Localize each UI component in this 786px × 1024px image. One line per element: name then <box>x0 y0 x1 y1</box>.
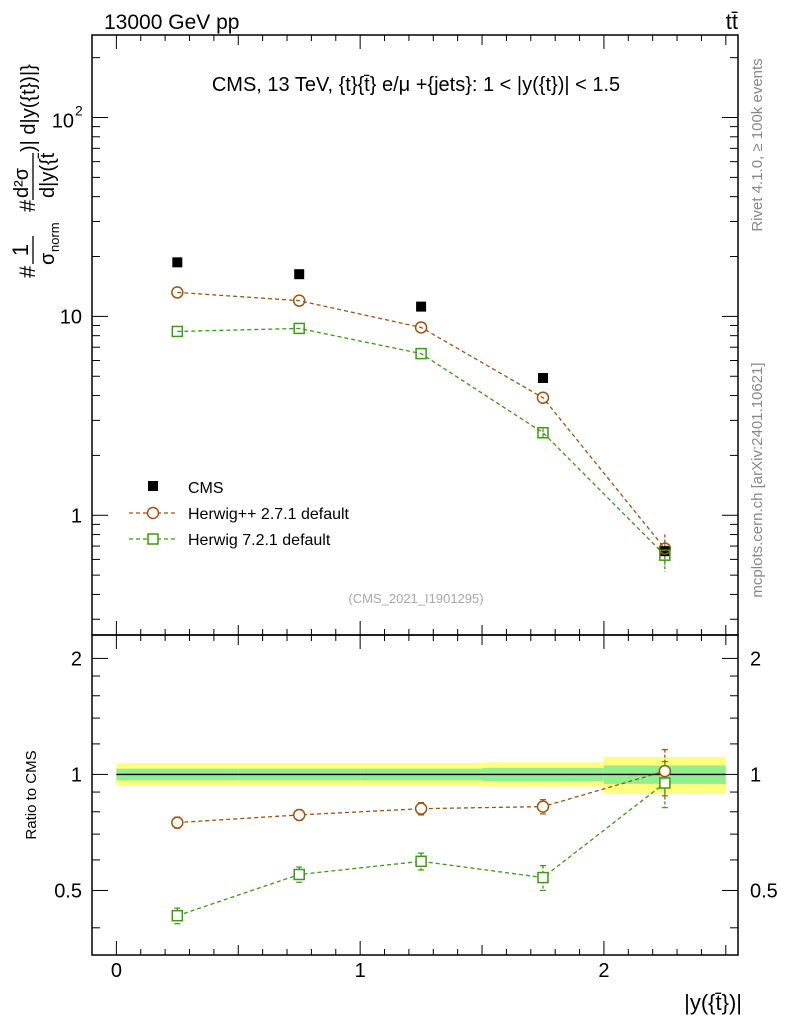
main-point-herwigpp <box>414 321 428 334</box>
main-y-tick-label-1: 1 <box>71 505 82 527</box>
ylabel-hash-1: # <box>15 265 40 278</box>
ratio-frame <box>91 634 739 956</box>
legend-herwigpp-label: Herwig++ 2.7.1 default <box>188 506 350 523</box>
rivet-version-label: Rivet 4.1.0, ≥ 100k events <box>749 58 766 231</box>
ratio-point-herwig7 <box>293 868 305 881</box>
ratio-series-line-0 <box>177 770 666 824</box>
main-point-herwigpp <box>171 286 184 299</box>
ratio-x-tick-label: 2 <box>598 960 609 982</box>
ylabel-one: 1 <box>8 244 33 256</box>
main-point-herwig7 <box>293 322 305 335</box>
main-plot-content <box>171 257 672 572</box>
ratio-plot-content <box>116 748 726 925</box>
main-series-line-1 <box>177 291 666 549</box>
ratio-point-herwigpp <box>171 816 184 829</box>
ratio-y-tick-label-right: 2 <box>750 648 761 670</box>
header-process-label: tt̄ <box>726 9 738 34</box>
ratio-point-herwig7 <box>171 909 184 922</box>
legend-herwig7-marker <box>147 533 159 545</box>
ratio-y-tick-label-right: 0.5 <box>750 880 778 902</box>
main-y-axis-label: # 1 σ norm # d²σ d|y({t̄ )| d|y({t})|} <box>8 64 62 278</box>
ylabel-d2sigma: d²σ <box>11 167 33 198</box>
ratio-x-axis-label: |y({t̄})| <box>684 990 742 1015</box>
main-point-herwigpp <box>292 294 306 307</box>
main-point-herwigpp <box>536 391 550 404</box>
ratio-x-tick-label: 0 <box>111 960 122 982</box>
header-energy-label: 13000 GeV pp <box>104 11 239 34</box>
mcplots-reference-label: mcplots.cern.ch [arXiv:2401.10621] <box>749 362 766 597</box>
ratio-point-herwigpp <box>536 800 550 813</box>
ylabel-denominator: d|y({t̄ <box>37 152 59 198</box>
main-point-cms <box>537 373 548 384</box>
main-point-herwig7 <box>537 426 549 439</box>
main-point-cms <box>172 257 183 268</box>
ratio-y-tick-label-left: 1 <box>71 764 82 786</box>
main-point-herwigpp <box>658 542 672 555</box>
main-title: CMS, 13 TeV, {t}{t̄} e/μ +{jets}: 1 < |y… <box>212 74 620 96</box>
ratio-point-herwig7 <box>659 777 671 789</box>
ylabel-tail: )| d|y({t})|} <box>18 64 40 152</box>
ratio-y-axis-label: Ratio to CMS <box>23 750 40 839</box>
main-point-cms <box>659 546 670 557</box>
ratio-axis-ticks: 0.5 0.5 1 1 2 2 0 1 2 <box>54 635 778 982</box>
ratio-point-herwig7 <box>415 855 427 868</box>
legend-herwigpp-marker <box>146 506 160 520</box>
main-point-herwig7 <box>171 325 184 338</box>
ratio-y-tick-label-right: 1 <box>750 764 761 786</box>
main-y-tick-label-100: 10 <box>52 111 74 133</box>
analysis-watermark: (CMS_2021_I1901295) <box>348 591 483 606</box>
legend-cms-marker <box>148 481 158 491</box>
main-point-herwig7 <box>659 549 671 561</box>
ratio-point-herwigpp <box>292 808 306 822</box>
legend-cms-label: CMS <box>188 480 224 497</box>
legend-herwig7-label: Herwig 7.2.1 default <box>188 532 331 549</box>
ratio-point-herwig7 <box>537 871 549 884</box>
main-point-herwig7 <box>415 347 427 360</box>
ratio-panel: 0.5 0.5 1 1 2 2 0 1 2 Ratio to CMS |y({t̄})| <box>23 634 778 1015</box>
ratio-point-herwigpp <box>414 802 428 815</box>
ylabel-norm: norm <box>47 222 62 252</box>
ratio-y-tick-label-left: 2 <box>71 648 82 670</box>
legend: CMS Herwig++ 2.7.1 default Herwig 7.2.1 … <box>129 480 350 549</box>
main-y-tick-label-100-exponent: 2 <box>75 103 83 119</box>
main-y-tick-label-10: 10 <box>60 306 82 328</box>
ratio-x-tick-label: 1 <box>355 960 366 982</box>
ylabel-hash-2: # <box>15 199 40 212</box>
ratio-y-tick-label-left: 0.5 <box>54 880 82 902</box>
ratio-point-herwigpp <box>658 764 672 778</box>
main-point-cms <box>294 269 305 280</box>
ratio-series-line-1 <box>177 782 666 917</box>
ylabel-sigma: σ <box>37 252 59 265</box>
main-series-line-2 <box>177 327 666 556</box>
main-point-cms <box>416 301 427 312</box>
